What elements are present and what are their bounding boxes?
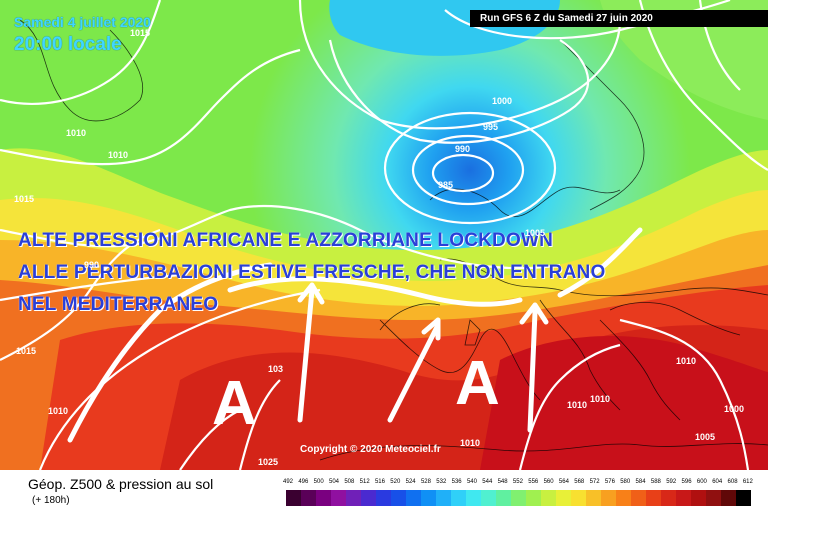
color-scale-swatch bbox=[481, 490, 496, 506]
legend-subtitle: (+ 180h) bbox=[32, 495, 70, 506]
color-scale-swatch bbox=[406, 490, 421, 506]
color-scale-label: 492 bbox=[283, 479, 294, 485]
color-scale-swatch bbox=[331, 490, 346, 506]
time-label: 20:00 locale bbox=[14, 34, 122, 55]
isobar-label: 1010 bbox=[66, 128, 87, 138]
color-scale-label: 528 bbox=[420, 479, 431, 485]
color-scale-swatch bbox=[631, 490, 646, 506]
color-scale-label: 516 bbox=[374, 479, 385, 485]
color-scale-swatch bbox=[601, 490, 616, 506]
color-scale-swatch bbox=[676, 490, 691, 506]
color-scale-swatch bbox=[436, 490, 451, 506]
high-pressure-marker-east: A bbox=[455, 349, 500, 418]
color-scale-label: 584 bbox=[635, 479, 646, 485]
color-scale-swatch bbox=[721, 490, 736, 506]
color-scale-swatch bbox=[511, 490, 526, 506]
caption-line-1: ALTE PRESSIONI AFRICANE E AZZORRIANE LOC… bbox=[18, 230, 554, 251]
color-scale-label: 604 bbox=[712, 479, 723, 485]
color-scale-swatch bbox=[391, 490, 406, 506]
isobar-label: 1010 bbox=[676, 356, 697, 366]
isobar-label: 1010 bbox=[48, 406, 69, 416]
color-scale-swatch bbox=[316, 490, 331, 506]
color-scale-swatch bbox=[691, 490, 706, 506]
color-scale-swatch bbox=[586, 490, 601, 506]
isobar-label: 1010 bbox=[590, 394, 611, 404]
color-scale-label: 572 bbox=[589, 479, 600, 485]
color-scale-label: 540 bbox=[466, 479, 477, 485]
isobar-label: 1015 bbox=[14, 194, 35, 204]
isobar-label: 1005 bbox=[695, 432, 716, 442]
color-scale-swatch bbox=[496, 490, 511, 506]
date-label: Samedi 4 juillet 2020 bbox=[14, 14, 151, 30]
color-scale-label: 580 bbox=[620, 479, 631, 485]
isobar-label: 995 bbox=[483, 122, 499, 132]
legend-title: Géop. Z500 & pression au sol bbox=[28, 476, 214, 492]
color-scale-bar bbox=[286, 490, 751, 506]
color-scale-swatch bbox=[556, 490, 571, 506]
isobar-label: 1005 bbox=[525, 228, 546, 238]
isobar-label: 1000 bbox=[724, 404, 745, 414]
color-scale-label: 576 bbox=[604, 479, 615, 485]
isobar-label: 1000 bbox=[492, 96, 513, 106]
color-scale-swatch bbox=[526, 490, 541, 506]
color-scale-swatch bbox=[286, 490, 301, 506]
color-scale-label: 560 bbox=[543, 479, 554, 485]
color-scale-swatch bbox=[661, 490, 676, 506]
color-scale-swatch bbox=[541, 490, 556, 506]
isobar-label: 103 bbox=[268, 364, 284, 374]
color-scale-label: 504 bbox=[328, 479, 339, 485]
color-scale-label: 508 bbox=[344, 479, 355, 485]
isobar-label: 990 bbox=[84, 260, 100, 270]
color-scale-swatch bbox=[571, 490, 586, 506]
color-scale-swatch bbox=[301, 490, 316, 506]
color-scale-swatch bbox=[706, 490, 721, 506]
color-scale-label: 596 bbox=[681, 479, 692, 485]
isobar-label: 990 bbox=[455, 144, 471, 154]
color-scale-label: 512 bbox=[359, 479, 370, 485]
caption-line-3: NEL MEDITERRANEO bbox=[18, 294, 219, 315]
isobar-label: 1010 bbox=[567, 400, 588, 410]
color-scale-label: 520 bbox=[390, 479, 401, 485]
color-scale-swatch bbox=[376, 490, 391, 506]
color-scale-label: 496 bbox=[298, 479, 309, 485]
caption-line-2: ALLE PERTURBAZIONI ESTIVE FRESCHE, CHE N… bbox=[18, 262, 606, 283]
isobar-label: 1015 bbox=[130, 28, 151, 38]
isobar-label: 1010 bbox=[460, 438, 481, 448]
isobar-label: 1010 bbox=[108, 150, 129, 160]
color-scale-label: 600 bbox=[696, 479, 707, 485]
color-scale-label: 548 bbox=[497, 479, 508, 485]
isobar-label: 1015 bbox=[16, 346, 37, 356]
color-scale-label: 588 bbox=[650, 479, 661, 485]
color-scale-label: 568 bbox=[574, 479, 585, 485]
color-scale-label: 536 bbox=[451, 479, 462, 485]
color-scale-label: 532 bbox=[436, 479, 447, 485]
color-scale-swatch bbox=[646, 490, 661, 506]
isobar-label: 1025 bbox=[258, 457, 279, 467]
color-scale-label: 564 bbox=[558, 479, 569, 485]
color-scale-label: 556 bbox=[528, 479, 539, 485]
color-scale-swatch bbox=[451, 490, 466, 506]
color-scale-swatch bbox=[616, 490, 631, 506]
color-scale-swatch bbox=[466, 490, 481, 506]
color-scale-label: 612 bbox=[742, 479, 753, 485]
run-info-box: Run GFS 6 Z du Samedi 27 juin 2020 bbox=[470, 10, 768, 27]
color-scale-swatch bbox=[736, 490, 751, 506]
map-field bbox=[0, 0, 768, 470]
color-scale-label: 608 bbox=[727, 479, 738, 485]
color-scale-swatch bbox=[361, 490, 376, 506]
color-scale-label: 524 bbox=[405, 479, 416, 485]
color-scale-label: 592 bbox=[666, 479, 677, 485]
color-scale-swatch bbox=[421, 490, 436, 506]
color-scale-swatch bbox=[346, 490, 361, 506]
copyright-text: Copyright © 2020 Meteociel.fr bbox=[300, 444, 441, 455]
high-pressure-marker-west: A bbox=[212, 369, 257, 438]
weather-map: Samedi 4 juillet 2020 20:00 locale Run G… bbox=[0, 0, 768, 470]
color-scale-label: 544 bbox=[482, 479, 493, 485]
isobar-label: 985 bbox=[438, 180, 454, 190]
color-scale-label: 500 bbox=[313, 479, 324, 485]
color-scale-label: 552 bbox=[512, 479, 523, 485]
color-scale-labels: 492 496 500 504 508 512 516 520 524 528 532 536 540 5… bbox=[283, 479, 753, 485]
